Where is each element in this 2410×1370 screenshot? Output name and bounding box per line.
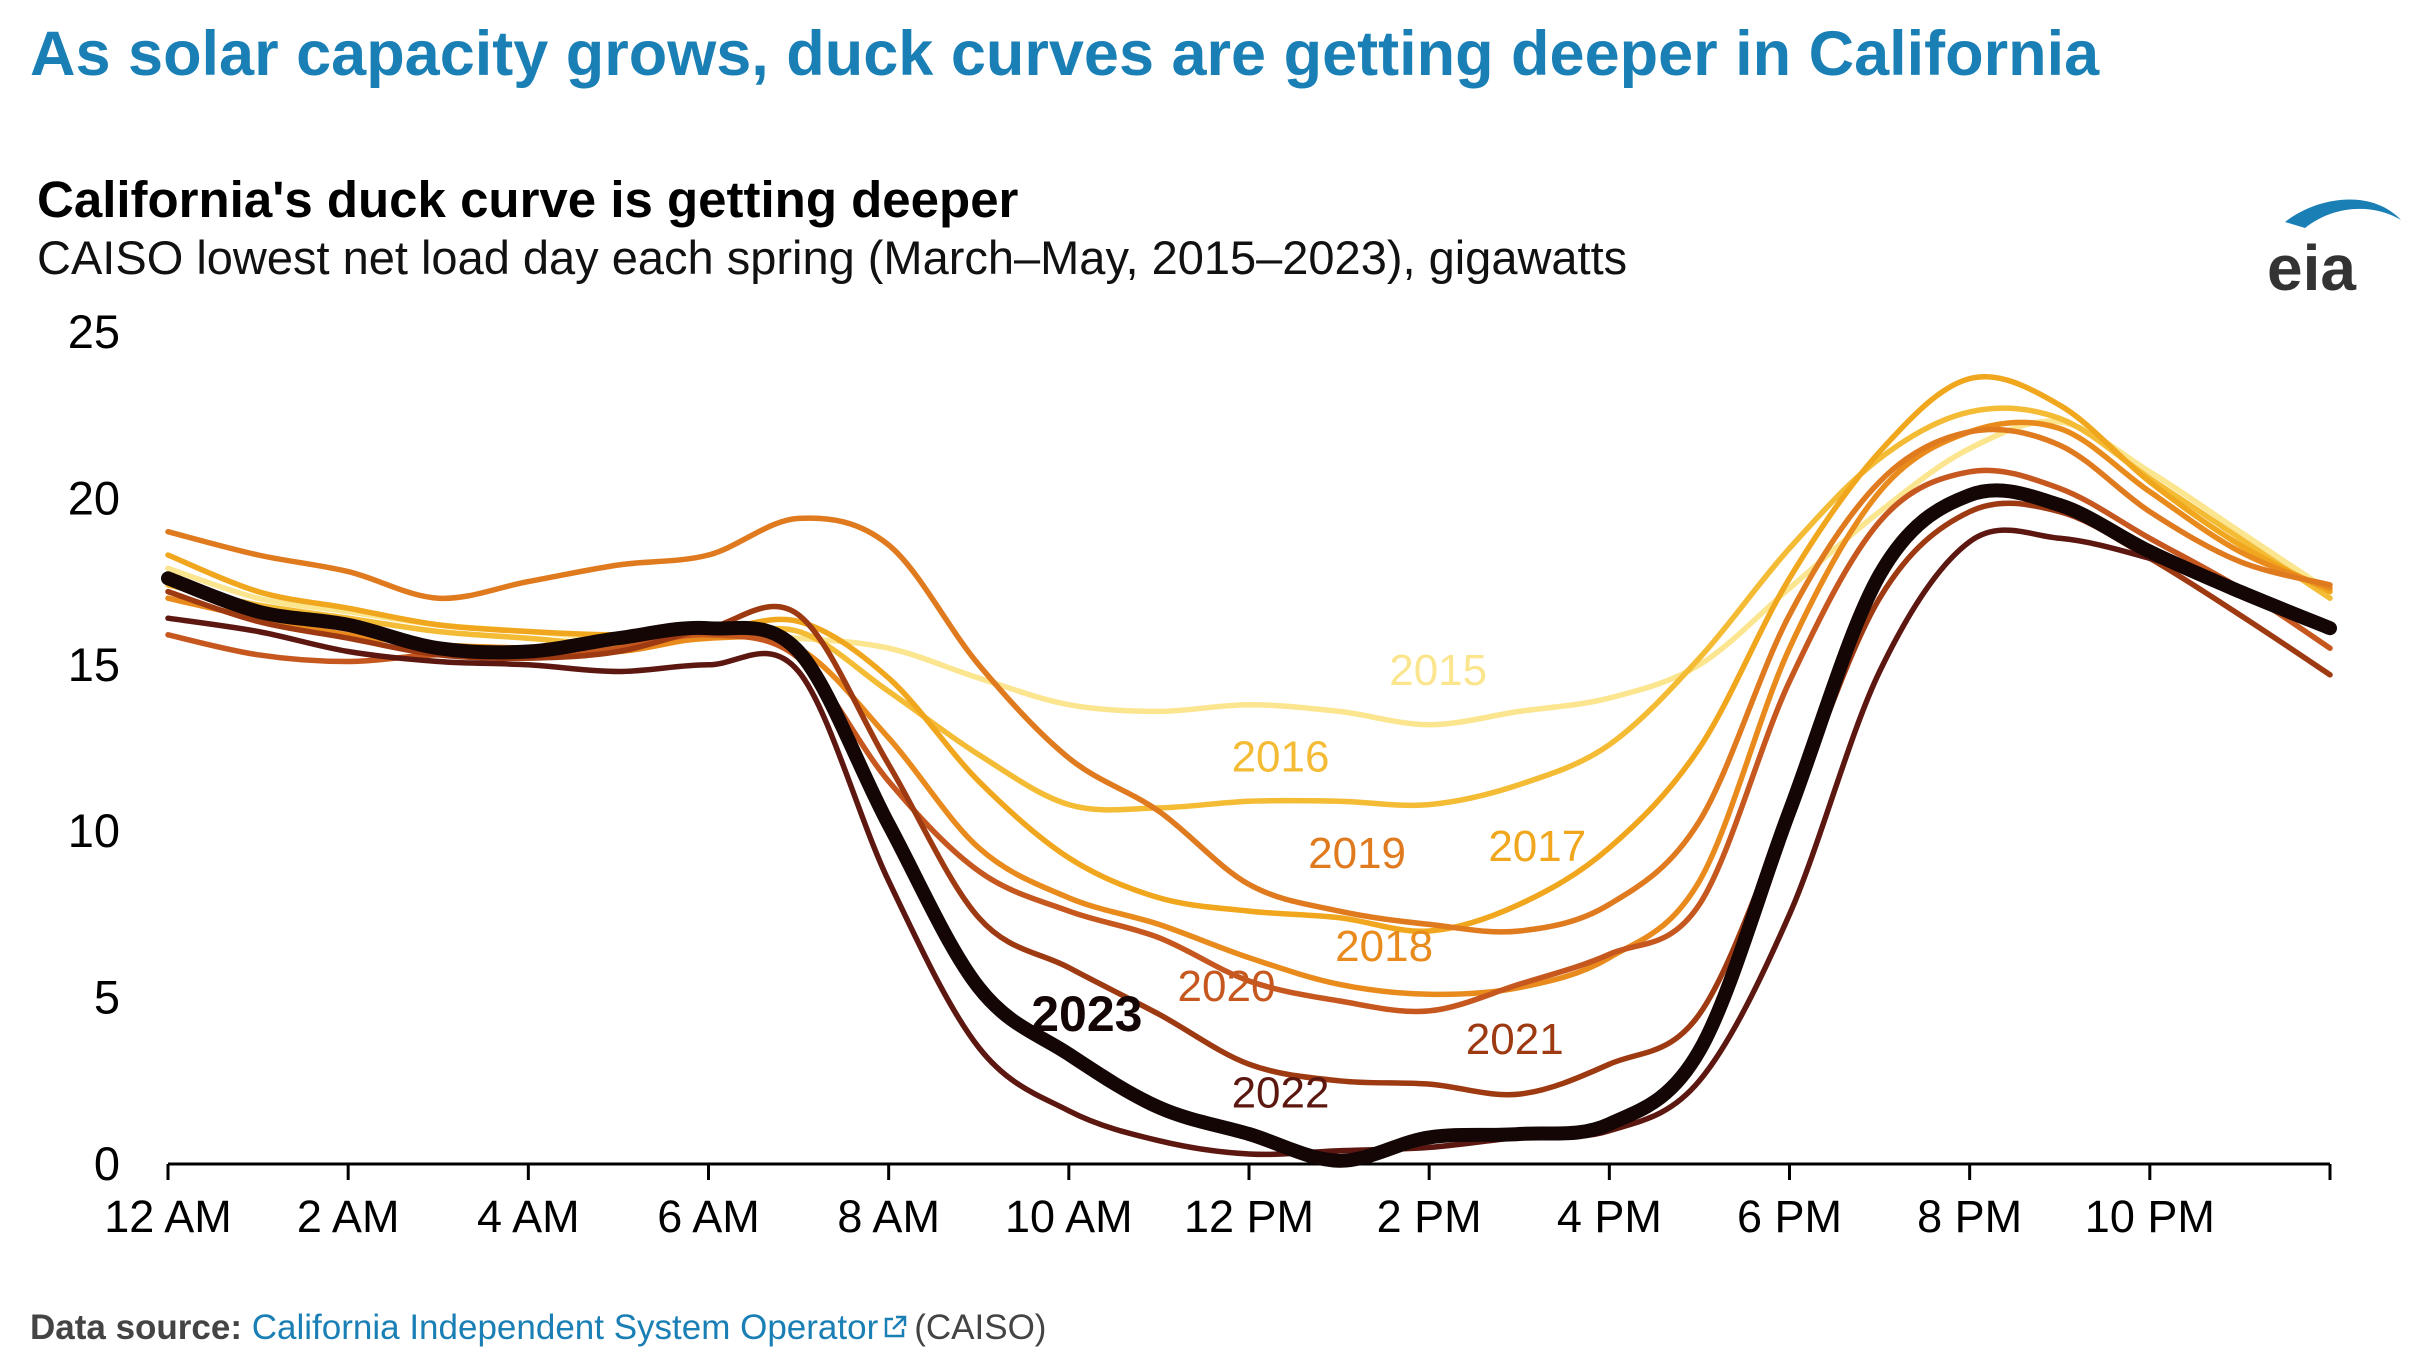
y-tick-label: 20 [68,471,120,524]
external-link-icon[interactable] [882,1314,908,1340]
series-labels: 2015 2016 2017 2019 2018 2020 2021 2022 2023 [1031,646,1586,1118]
series-label-2022: 2022 [1232,1068,1330,1117]
x-tick-label: 2 PM [1377,1191,1482,1242]
series-line-2015 [165,418,2333,728]
y-tick-label: 15 [68,638,120,691]
x-tick-label: 6 AM [657,1191,760,1242]
series-label-2019: 2019 [1308,829,1406,878]
series-line-2017 [165,373,2333,935]
x-tick-label: 4 PM [1557,1191,1662,1242]
series-line-2021 [165,500,2333,1098]
series-label-2020: 2020 [1178,962,1276,1011]
eia-swoosh-logo [2285,199,2401,228]
data-source-label: Data source: [30,1308,243,1347]
y-tick-label: 0 [94,1137,120,1190]
series-label-2016: 2016 [1232,732,1330,781]
x-tick-label: 8 PM [1917,1191,2022,1242]
chart-subtitle: CAISO lowest net load day each spring (M… [37,231,1628,284]
data-source-link[interactable]: California Independent System Operator [251,1308,879,1347]
data-source-suffix: (CAISO) [914,1308,1047,1347]
y-tick-label: 25 [68,305,120,358]
x-tick-label: 12 PM [1184,1191,1314,1242]
series-label-2015: 2015 [1389,646,1487,695]
eia-logo-text: eia [2267,232,2356,300]
x-tick-label: 2 AM [297,1191,400,1242]
x-tick-label: 8 AM [837,1191,940,1242]
series-lines [161,373,2337,1168]
series-label-2021: 2021 [1466,1015,1564,1064]
eia-logo[interactable]: eia [2255,190,2405,300]
series-label-2023: 2023 [1031,986,1142,1042]
x-tick-label: 10 PM [2085,1191,2215,1242]
x-axis: 12 AM 2 AM 4 AM 6 AM 8 AM 10 AM 12 PM 2 PM 4 PM 6… [104,1162,2332,1242]
y-axis-tick-labels: 0 5 10 15 20 25 [68,305,120,1190]
x-tick-label: 10 AM [1005,1191,1133,1242]
x-tick-label: 4 AM [477,1191,580,1242]
y-tick-label: 10 [68,804,120,857]
series-line-2022 [165,527,2333,1158]
chart-title: California's duck curve is getting deepe… [37,171,1019,228]
y-tick-label: 5 [94,971,120,1024]
series-label-2018: 2018 [1335,922,1433,971]
series-line-2023 [161,483,2337,1168]
page-headline: As solar capacity grows, duck curves are… [30,19,2100,89]
data-source: Data source: California Independent Syst… [30,1308,1046,1348]
series-label-2017: 2017 [1488,822,1586,871]
x-tick-label: 12 AM [104,1191,232,1242]
x-tick-label: 6 PM [1737,1191,1842,1242]
series-line-2016 [165,405,2333,813]
series-line-2019 [165,426,2333,935]
